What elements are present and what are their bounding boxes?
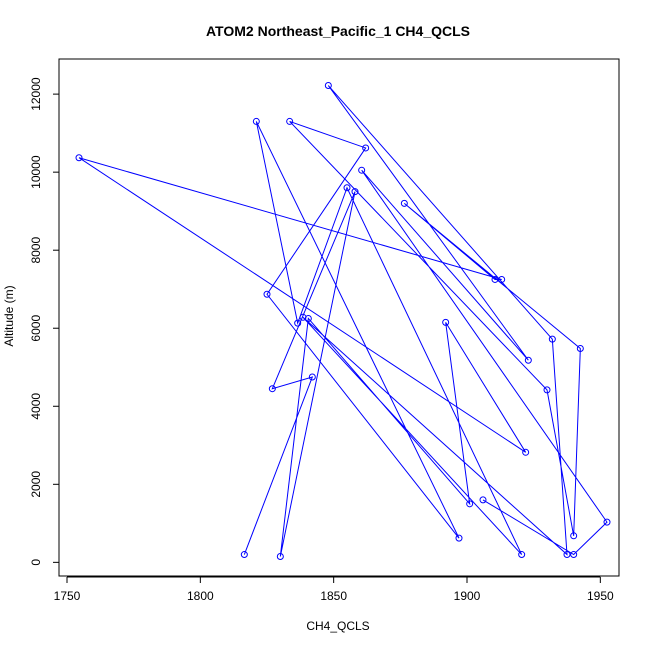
data-point-2 xyxy=(268,385,276,393)
plot-frame xyxy=(58,58,620,577)
y-axis-label: Altitude (m) xyxy=(2,285,16,346)
y-tick-label-5: 10000 xyxy=(29,155,43,189)
data-point-18 xyxy=(263,290,271,298)
y-tick-label-6: 12000 xyxy=(29,77,43,111)
data-point-1 xyxy=(308,373,316,381)
x-tick-label-0: 1750 xyxy=(54,589,81,603)
x-tick-label-2: 1850 xyxy=(320,589,347,603)
y-tick-label-1: 2000 xyxy=(29,471,43,498)
y-tick-label-3: 6000 xyxy=(29,315,43,342)
data-point-12 xyxy=(400,199,408,207)
data-point-0 xyxy=(240,551,248,559)
data-point-6 xyxy=(466,500,474,508)
y-axis: 0 2000 4000 6000 8000 10000 12000 xyxy=(29,77,60,566)
data-point-27 xyxy=(324,82,332,90)
data-point-7 xyxy=(442,318,450,326)
data-points xyxy=(75,82,611,560)
chart-title: ATOM2 Northeast_Pacific_1 CH4_QCLS xyxy=(206,23,470,39)
data-point-11 xyxy=(491,275,499,283)
data-point-17 xyxy=(362,144,370,152)
x-tick-label-4: 1950 xyxy=(587,589,614,603)
data-point-29 xyxy=(358,166,366,174)
data-point-25 xyxy=(563,551,571,559)
data-point-30 xyxy=(603,518,611,526)
data-point-8 xyxy=(522,448,530,456)
data-point-9 xyxy=(75,154,83,162)
x-tick-label-3: 1900 xyxy=(454,589,481,603)
data-point-24 xyxy=(299,313,307,321)
data-point-10 xyxy=(498,275,506,283)
data-point-19 xyxy=(455,534,463,542)
data-point-3 xyxy=(351,188,359,196)
data-point-14 xyxy=(570,532,578,540)
data-point-31 xyxy=(570,551,578,559)
x-axis-label: CH4_QCLS xyxy=(306,619,369,633)
x-axis: 1750 1800 1850 1900 1950 xyxy=(54,576,614,603)
data-point-22 xyxy=(343,184,351,192)
data-point-21 xyxy=(294,319,302,327)
data-point-32 xyxy=(479,496,487,504)
x-tick-label-1: 1800 xyxy=(187,589,214,603)
data-point-15 xyxy=(543,386,551,394)
series-line xyxy=(78,85,608,557)
series-ch4-qcls xyxy=(78,85,608,557)
y-tick-label-0: 0 xyxy=(29,559,43,566)
y-tick-label-4: 8000 xyxy=(29,237,43,264)
y-tick-label-2: 4000 xyxy=(29,393,43,420)
data-point-28 xyxy=(524,356,532,364)
data-point-16 xyxy=(286,117,294,125)
data-point-20 xyxy=(252,117,260,125)
data-point-13 xyxy=(576,345,584,353)
data-point-23 xyxy=(518,551,526,559)
data-point-26 xyxy=(548,335,556,343)
data-point-4 xyxy=(276,552,284,560)
